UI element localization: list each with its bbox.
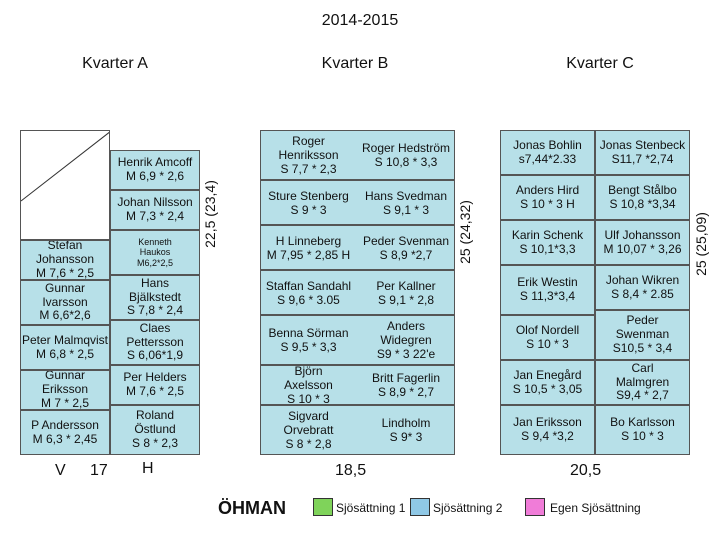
plot-c-right-6[interactable]: Carl Malmgren S9,4 * 2,7 <box>595 360 690 405</box>
plot-c-left-5[interactable]: Olof Nordell S 10 * 3 <box>500 315 595 360</box>
diagonal-line <box>21 131 109 202</box>
legend-label-1: Sjösättning 1 <box>336 501 406 515</box>
plot-b-3-right: Peder Svenman S 8,9 *2,7 <box>362 233 450 262</box>
plot-b-4-left: Staffan Sandahl S 9,6 * 3.05 <box>265 278 352 307</box>
plot-b-row-2[interactable]: Sture Stenberg S 9 * 3 Hans Svedman S 9,… <box>260 180 455 225</box>
plot-a-left-2[interactable]: Gunnar Ivarsson M 6,6*2,6 <box>20 280 110 325</box>
plot-b-row-6[interactable]: Björn Axelsson S 10 * 3 Britt Fagerlin S… <box>260 365 455 405</box>
plot-c-right-7[interactable]: Bo Karlsson S 10 * 3 <box>595 405 690 455</box>
plot-b-6-right: Britt Fagerlin S 8,9 * 2,7 <box>371 371 441 399</box>
plot-b-2-left: Sture Stenberg S 9 * 3 <box>268 188 349 217</box>
legend-label-2: Sjösättning 2 <box>433 501 503 515</box>
plot-b-row-1[interactable]: Roger Henriksson S 7,7 * 2,3 Roger Hedst… <box>260 130 455 180</box>
plot-c-left-3[interactable]: Karin Schenk S 10,1*3,3 <box>500 220 595 265</box>
kvarter-a-width-label: 22,5 (23,4) <box>202 180 218 248</box>
legend-swatch-2 <box>410 498 430 516</box>
plot-b-7-right: Lindholm S 9* 3 <box>381 416 431 444</box>
plot-a-right-1[interactable]: Henrik Amcoff M 6,9 * 2,6 <box>110 150 200 190</box>
plot-b-row-5[interactable]: Benna Sörman S 9,5 * 3,3 Anders Widegren… <box>260 315 455 365</box>
plot-c-right-4[interactable]: Johan Wikren S 8,4 * 2.85 <box>595 265 690 310</box>
plot-c-right-1[interactable]: Jonas Stenbeck S11,7 *2,74 <box>595 130 690 175</box>
kvarter-c-width-label: 25 (25,09) <box>693 212 709 276</box>
page-title: 2014-2015 <box>321 12 399 29</box>
quarter-b-heading: Kvarter B <box>321 55 389 72</box>
footer-b-width: 18,5 <box>335 462 367 479</box>
plot-b-7-left: Sigvard Orvebratt S 8 * 2,8 <box>283 409 334 451</box>
plot-c-right-5[interactable]: Peder Swenman S10,5 * 3,4 <box>595 310 690 360</box>
plot-c-left-1[interactable]: Jonas Bohlin s7,44*2.33 <box>500 130 595 175</box>
plot-c-left-6[interactable]: Jan Enegård S 10,5 * 3,05 <box>500 360 595 405</box>
plot-b-1-left: Roger Henriksson S 7,7 * 2,3 <box>278 134 339 176</box>
plot-a-right-2[interactable]: Johan Nilsson M 7,3 * 2,4 <box>110 190 200 230</box>
plot-c-left-4[interactable]: Erik Westin S 11,3*3,4 <box>500 265 595 315</box>
plot-a-right-7[interactable]: Roland Östlund S 8 * 2,3 <box>110 405 200 455</box>
plot-b-row-3[interactable]: H Linneberg M 7,95 * 2,85 H Peder Svenma… <box>260 225 455 270</box>
plot-c-left-2[interactable]: Anders Hird S 10 * 3 H <box>500 175 595 220</box>
plot-c-right-2[interactable]: Bengt Stålbo S 10,8 *3,34 <box>595 175 690 220</box>
ohman-label: ÖHMAN <box>218 498 286 518</box>
plot-b-3-left: H Linneberg M 7,95 * 2,85 H <box>266 233 351 262</box>
plot-a-left-1[interactable]: Stefan Johansson M 7,6 * 2,5 <box>20 240 110 280</box>
quarter-a-heading: Kvarter A <box>82 55 148 72</box>
plot-b-5-right: Anders Widegren S9 * 3 22'e <box>376 319 436 361</box>
plot-a-left-5[interactable]: P Andersson M 6,3 * 2,45 <box>20 410 110 455</box>
plot-b-row-4[interactable]: Staffan Sandahl S 9,6 * 3.05 Per Kallner… <box>260 270 455 315</box>
plot-a-right-4[interactable]: Hans Bjälkstedt S 7,8 * 2,4 <box>110 275 200 320</box>
plot-b-row-7[interactable]: Sigvard Orvebratt S 8 * 2,8 Lindholm S 9… <box>260 405 455 455</box>
plot-a-right-3[interactable]: Kenneth Haukos M6,2*2,5 <box>110 230 200 275</box>
plot-c-right-3[interactable]: Ulf Johansson M 10,07 * 3,26 <box>595 220 690 265</box>
footer-h: H <box>142 460 154 477</box>
plot-a-right-6[interactable]: Per Helders M 7,6 * 2,5 <box>110 365 200 405</box>
plot-a-left-3[interactable]: Peter Malmqvist M 6,8 * 2,5 <box>20 325 110 370</box>
plot-a-left-4[interactable]: Gunnar Eriksson M 7 * 2,5 <box>20 370 110 410</box>
footer-17: 17 <box>90 462 108 479</box>
plot-b-6-left: Björn Axelsson S 10 * 3 <box>284 365 333 405</box>
legend-label-3: Egen Sjösättning <box>550 501 641 515</box>
plot-b-5-left: Benna Sörman S 9,5 * 3,3 <box>268 326 349 354</box>
empty-plot <box>20 130 110 240</box>
plot-b-1-right: Roger Hedström S 10,8 * 3,3 <box>361 141 451 169</box>
footer-v: V <box>55 462 66 479</box>
plot-a-right-5[interactable]: Claes Pettersson S 6,06*1,9 <box>110 320 200 365</box>
footer-c-width: 20,5 <box>570 462 602 479</box>
plot-c-left-7[interactable]: Jan Eriksson S 9,4 *3,2 <box>500 405 595 455</box>
plot-b-2-right: Hans Svedman S 9,1 * 3 <box>364 188 448 217</box>
legend-swatch-3 <box>525 498 545 516</box>
kvarter-b-width-label: 25 (24,32) <box>457 200 473 264</box>
legend-swatch-1 <box>313 498 333 516</box>
plot-b-4-right: Per Kallner S 9,1 * 2,8 <box>376 278 436 307</box>
quarter-c-heading: Kvarter C <box>566 55 634 72</box>
